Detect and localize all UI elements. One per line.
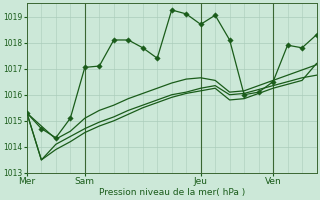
X-axis label: Pression niveau de la mer( hPa ): Pression niveau de la mer( hPa ) xyxy=(99,188,245,197)
